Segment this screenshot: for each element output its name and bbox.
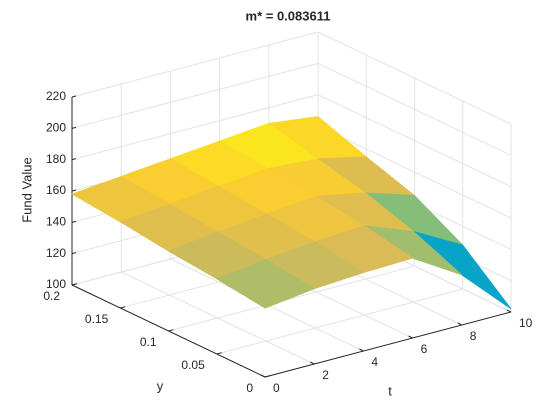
y-tick-label: 0.15: [85, 312, 109, 326]
grid-line: [317, 62, 512, 156]
y-tick: [168, 329, 174, 332]
z-tick-label: 160: [46, 183, 66, 197]
z-tick-label: 180: [46, 152, 66, 166]
grid-line: [71, 31, 319, 98]
y-tick-label: 0: [246, 381, 253, 395]
y-tick: [120, 306, 126, 309]
y-tick-label: 0.05: [181, 358, 205, 372]
y-tick: [264, 375, 271, 378]
z-tick: [71, 252, 77, 255]
x-tick: [506, 309, 512, 313]
x-tick-label: 2: [322, 368, 329, 382]
y-tick: [216, 352, 222, 355]
axis-line: [264, 311, 512, 378]
surface-patch: [215, 259, 316, 309]
z-tick-label: 220: [46, 89, 66, 103]
x-tick-label: 8: [470, 329, 477, 343]
y-tick-label: 0.2: [43, 289, 60, 303]
x-tick-label: 10: [519, 316, 533, 330]
grid-line: [168, 265, 415, 332]
z-tick-label: 100: [46, 277, 66, 291]
z-tick-label: 120: [46, 246, 66, 260]
x-tick: [260, 374, 266, 378]
x-tick-label: 6: [421, 342, 428, 356]
grid-line: [216, 288, 463, 355]
x-tick: [408, 335, 413, 339]
grid-line: [317, 31, 512, 125]
z-tick: [71, 95, 77, 98]
x-tick-label: 4: [371, 355, 378, 369]
z-tick: [71, 158, 77, 161]
y-tick-label: 0.1: [140, 335, 157, 349]
x-axis-label: t: [388, 383, 392, 398]
grid-line: [71, 62, 319, 129]
x-tick: [309, 361, 315, 365]
z-axis-label: Fund Value: [19, 157, 34, 223]
y-tick: [71, 283, 78, 286]
x-tick: [457, 322, 463, 326]
y-axis-label: y: [157, 378, 164, 393]
z-tick: [71, 220, 77, 223]
chart-title: m* = 0.083611: [246, 8, 331, 23]
grid-line: [317, 125, 512, 219]
grid-line: [317, 94, 512, 188]
z-tick: [71, 126, 77, 129]
z-tick-label: 200: [46, 121, 66, 135]
z-tick-label: 140: [46, 215, 66, 229]
z-tick: [71, 189, 77, 192]
grid-line: [71, 94, 319, 161]
x-tick: [359, 348, 364, 352]
x-tick-label: 0: [273, 381, 280, 395]
